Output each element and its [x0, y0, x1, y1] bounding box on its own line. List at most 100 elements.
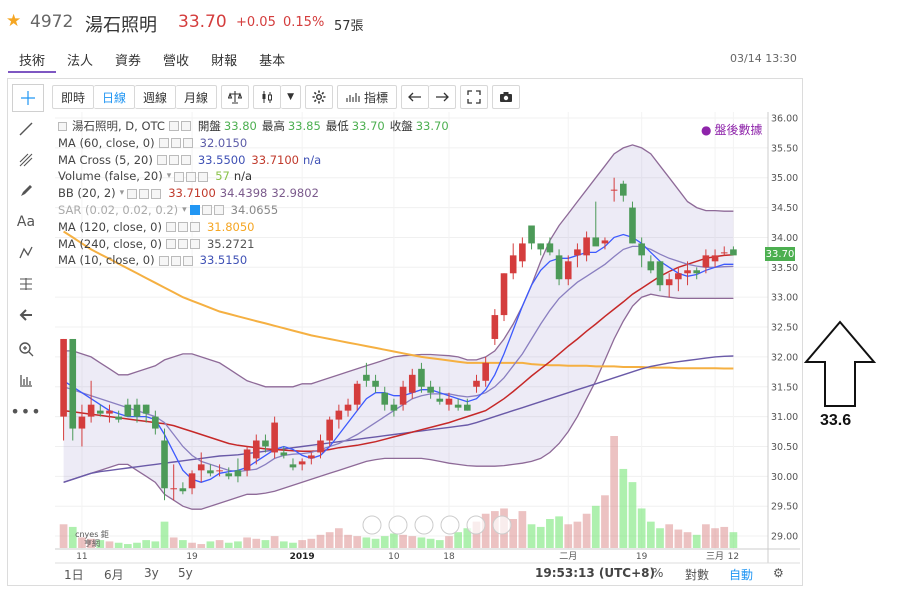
- candle-body: [363, 374, 370, 381]
- candle-body: [730, 249, 737, 256]
- tab-revenue[interactable]: 營收: [163, 54, 190, 69]
- camera-icon[interactable]: [492, 85, 520, 109]
- star-icon[interactable]: ★: [6, 11, 22, 31]
- y-tick-label: 30.50: [771, 442, 798, 453]
- candle-body: [491, 315, 499, 339]
- legend-ma10[interactable]: MA (10, close, 0) 33.5150: [58, 252, 449, 269]
- legend-volume-name: Volume (false, 20): [58, 169, 163, 184]
- range-3y[interactable]: 3y: [144, 566, 159, 580]
- legend-main[interactable]: 湯石照明, D, OTC 開盤 33.80 最高 33.85 最低 33.70 …: [58, 118, 449, 135]
- candle-body: [69, 338, 77, 429]
- nav-button[interactable]: [414, 515, 434, 535]
- legend-ma10-controls[interactable]: [158, 255, 195, 266]
- legend-macross-name: MA Cross (5, 20): [58, 152, 153, 167]
- volume-bar: [656, 528, 664, 548]
- projection-icon[interactable]: [12, 270, 40, 298]
- range-1d[interactable]: 1日: [64, 568, 84, 582]
- volume-bar: [279, 541, 288, 548]
- volume-bar: [573, 521, 582, 548]
- percent-toggle[interactable]: %: [652, 566, 664, 580]
- volume-bar: [564, 524, 573, 548]
- volume-bar: [362, 537, 371, 548]
- x-tick-label: 12: [728, 552, 739, 562]
- dropdown-icon[interactable]: ▼: [281, 85, 301, 109]
- candlestick-icon[interactable]: [253, 85, 282, 109]
- text-icon[interactable]: Aa: [16, 214, 36, 230]
- scale-icon[interactable]: [221, 85, 250, 109]
- stock-price: 33.70: [178, 12, 227, 32]
- volume-bars: [59, 436, 738, 548]
- legend-arrow-icon[interactable]: ▾: [119, 188, 125, 199]
- candle-body: [381, 392, 389, 405]
- after-hours-link[interactable]: ● 盤後數據: [701, 121, 763, 138]
- crosshair-icon[interactable]: [12, 84, 44, 112]
- legend-ma60-controls[interactable]: [158, 138, 195, 149]
- legend-sar[interactable]: SAR (0.02, 0.02, 0.2) ▾ 34.0655: [58, 202, 449, 219]
- tab-financials[interactable]: 財報: [211, 54, 238, 69]
- legend-main-controls[interactable]: [168, 121, 193, 132]
- monthly-button[interactable]: 月線: [176, 85, 218, 109]
- legend-macross[interactable]: MA Cross (5, 20) 33.5500 33.7100 n/a: [58, 152, 449, 169]
- price-change: +0.05: [236, 15, 276, 30]
- auto-toggle[interactable]: 自動: [729, 568, 754, 582]
- undo-icon[interactable]: [401, 85, 429, 109]
- legend-bb-controls[interactable]: [127, 188, 163, 199]
- legend-arrow-icon[interactable]: ▾: [166, 171, 172, 182]
- legend-arrow-icon[interactable]: ▾: [182, 204, 187, 215]
- tab-margin[interactable]: 資券: [115, 54, 142, 69]
- settings-icon[interactable]: [304, 85, 333, 109]
- legend-ma120-controls[interactable]: [165, 222, 202, 233]
- arrow-left-icon[interactable]: [12, 301, 40, 329]
- brush-icon[interactable]: [12, 177, 40, 205]
- more-icon[interactable]: •••: [10, 401, 42, 421]
- legend-volume[interactable]: Volume (false, 20) ▾ 57 n/a: [58, 168, 449, 185]
- legend-sar-value: 34.0655: [230, 202, 279, 217]
- legend-macross-controls[interactable]: [156, 154, 193, 165]
- x-tick-label: 二月: [559, 551, 577, 562]
- nav-button[interactable]: [388, 515, 408, 535]
- x-tick-label: 11: [76, 552, 87, 562]
- legend-ma240-controls[interactable]: [165, 238, 202, 249]
- range-5y[interactable]: 5y: [178, 566, 193, 580]
- candle-body: [188, 473, 196, 489]
- gear-icon[interactable]: ⚙: [773, 566, 784, 580]
- fib-icon[interactable]: [12, 146, 40, 174]
- volume-bar: [197, 544, 206, 548]
- range-6m[interactable]: 6月: [104, 568, 124, 582]
- volume-bar: [59, 524, 68, 548]
- legend-volume-controls[interactable]: [174, 171, 210, 182]
- volume-bar: [96, 540, 105, 548]
- time-axis: 11 19 2019 10 18 二月 19 三月 12: [55, 548, 800, 564]
- nav-button[interactable]: [362, 515, 382, 535]
- log-toggle[interactable]: 對數: [685, 568, 710, 582]
- tab-technical[interactable]: 技術: [8, 47, 57, 73]
- collapse-icon[interactable]: [58, 121, 69, 131]
- intraday-button[interactable]: 即時: [52, 85, 95, 109]
- measure-icon[interactable]: [12, 366, 40, 394]
- weekly-button[interactable]: 週線: [135, 85, 177, 109]
- legend-bb[interactable]: BB (20, 2) ▾ 33.7100 34.4398 32.9802: [58, 185, 449, 202]
- daily-button[interactable]: 日線: [94, 85, 136, 109]
- nav-button[interactable]: [440, 515, 460, 535]
- legend-sar-controls[interactable]: [189, 205, 226, 216]
- legend-ma60[interactable]: MA (60, close, 0) 32.0150: [58, 135, 449, 152]
- series-line: [63, 144, 734, 388]
- candle-body: [372, 380, 379, 387]
- tab-basic[interactable]: 基本: [259, 54, 286, 69]
- x-tick-label: 19: [186, 552, 198, 562]
- low-label: 最低: [325, 119, 349, 133]
- volume-bar: [601, 495, 609, 548]
- tab-institutional[interactable]: 法人: [67, 54, 94, 69]
- pattern-icon[interactable]: [12, 239, 40, 267]
- nav-button[interactable]: [492, 515, 512, 535]
- nav-button[interactable]: [466, 515, 486, 535]
- trendline-icon[interactable]: [12, 115, 40, 143]
- redo-icon[interactable]: [429, 85, 456, 109]
- candle-body: [207, 470, 214, 474]
- zoom-icon[interactable]: [12, 335, 40, 363]
- fullscreen-icon[interactable]: [460, 85, 488, 109]
- indicators-button[interactable]: 指標: [336, 85, 397, 109]
- legend-ma240[interactable]: MA (240, close, 0) 35.2721: [58, 236, 449, 253]
- legend-ma120[interactable]: MA (120, close, 0) 31.8050: [58, 219, 449, 236]
